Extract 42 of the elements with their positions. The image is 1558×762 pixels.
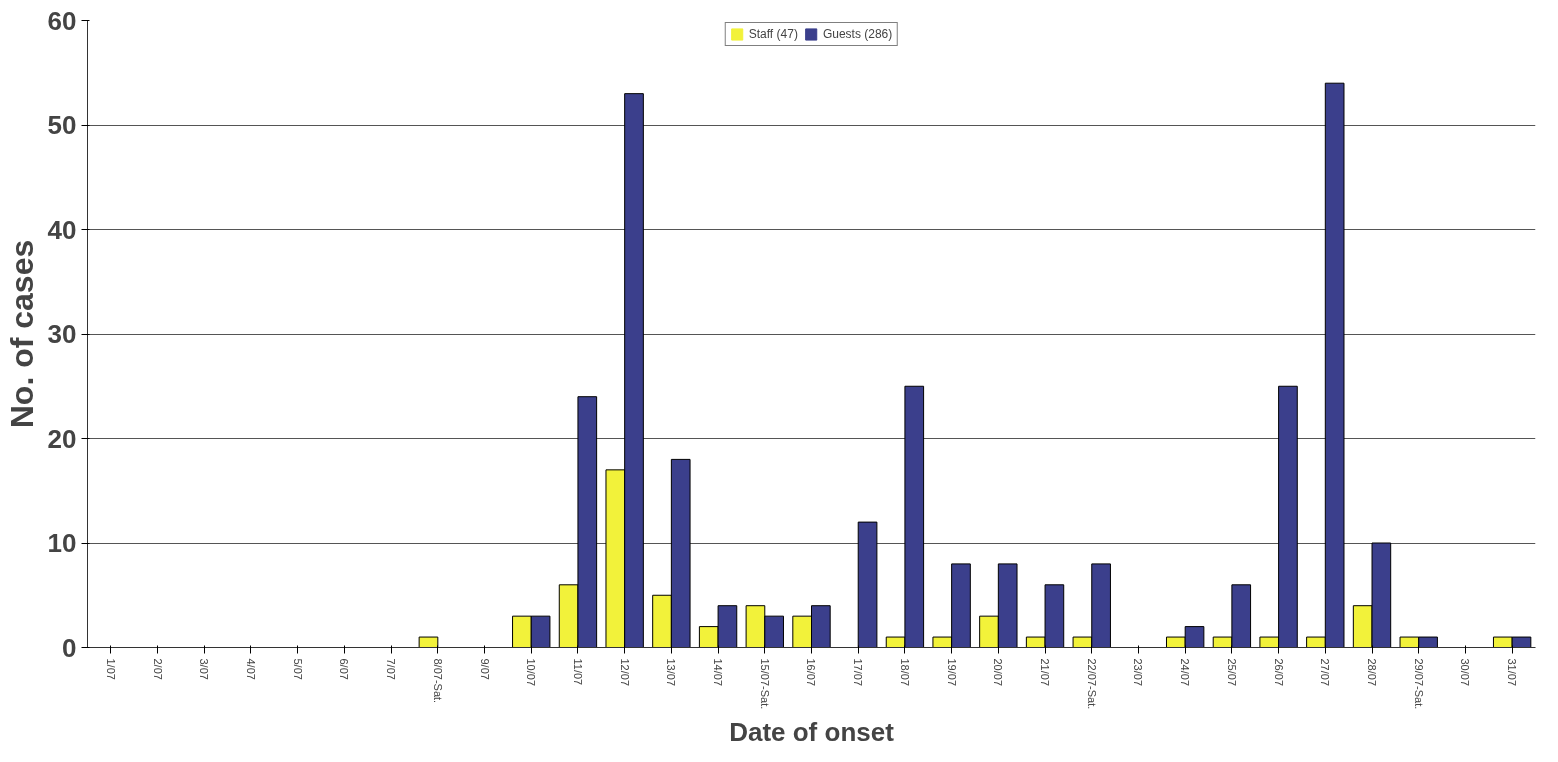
- x-tick-label: 4/07: [244, 658, 257, 680]
- x-axis-title: Date of onset: [729, 717, 895, 748]
- x-tick-label: 22/07-Sat.: [1085, 658, 1098, 710]
- x-tick-label: 16/07: [805, 658, 818, 687]
- y-tick-label: 20: [47, 423, 77, 454]
- x-tick-label: 8/07-Sat.: [431, 658, 444, 704]
- y-tick-label: 40: [47, 214, 77, 245]
- y-tick-label: 60: [47, 5, 77, 36]
- x-tick-label: 29/07-Sat.: [1412, 658, 1425, 710]
- x-tick-label: 17/07: [852, 658, 865, 687]
- x-tick-label: 6/07: [338, 658, 351, 680]
- x-tick-label: 23/07: [1132, 658, 1145, 687]
- x-tick-label: 30/07: [1459, 658, 1472, 687]
- x-tick-label: 15/07-Sat.: [758, 658, 771, 710]
- x-tick-label: 7/07: [385, 658, 398, 680]
- x-tick-label: 1/07: [104, 658, 117, 680]
- x-tick-label: 10/07: [525, 658, 538, 687]
- x-tick-label: 25/07: [1225, 658, 1238, 687]
- y-tick-label: 50: [47, 110, 77, 140]
- y-tick-label: 10: [47, 528, 77, 558]
- x-tick-label: 31/07: [1506, 658, 1519, 687]
- x-tick-label: 18/07: [898, 658, 911, 687]
- x-tick-label: 20/07: [992, 658, 1005, 687]
- legend-label: Guests (286): [822, 27, 893, 41]
- x-tick-label: 3/07: [198, 658, 211, 680]
- x-tick-label: 11/07: [571, 658, 584, 686]
- x-tick-label: 21/07: [1039, 658, 1052, 687]
- x-tick-label: 26/07: [1272, 658, 1285, 687]
- x-tick-label: 14/07: [712, 658, 725, 687]
- x-tick-label: 13/07: [665, 658, 678, 687]
- x-tick-label: 9/07: [478, 658, 491, 680]
- x-tick-label: 12/07: [618, 658, 631, 687]
- x-tick-label: 28/07: [1366, 658, 1379, 687]
- y-tick-label: 30: [47, 319, 77, 349]
- x-tick-label: 19/07: [945, 658, 958, 687]
- y-axis-title: No. of cases: [3, 239, 40, 429]
- x-tick-label: 5/07: [291, 658, 304, 680]
- x-tick-label: 24/07: [1179, 658, 1192, 687]
- legend-label: Staff (47): [748, 27, 798, 41]
- y-tick-label: 0: [62, 632, 77, 663]
- x-tick-label: 27/07: [1319, 658, 1332, 687]
- x-tick-label: 2/07: [151, 658, 164, 680]
